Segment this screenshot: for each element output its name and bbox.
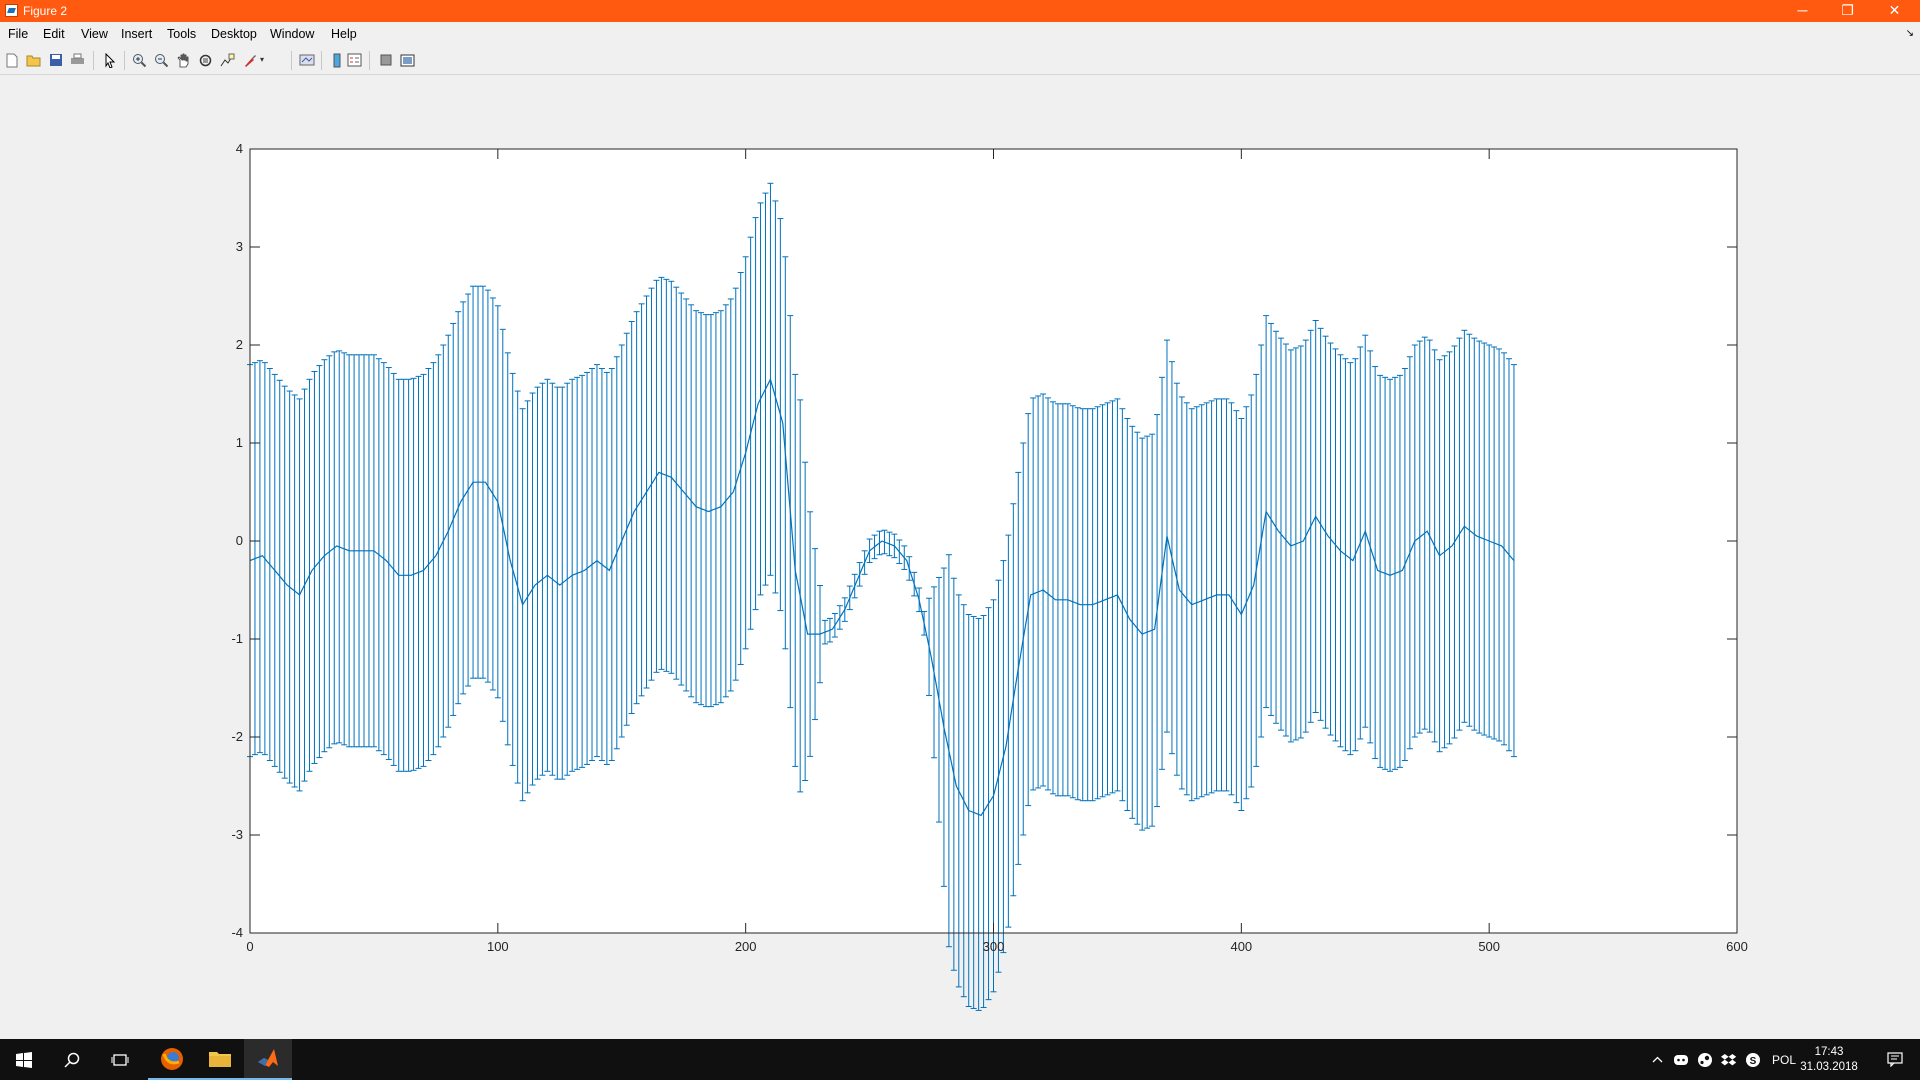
pan-icon[interactable]: [175, 52, 192, 68]
colorbar-icon[interactable]: [328, 52, 345, 68]
zoom-in-icon[interactable]: [131, 52, 148, 68]
y-tick-label: -1: [231, 631, 243, 646]
legend-icon[interactable]: [346, 52, 363, 68]
x-tick-label: 100: [487, 939, 509, 954]
close-button[interactable]: ✕: [1888, 2, 1901, 18]
y-tick-label: 0: [236, 533, 243, 548]
title-bar: Figure 2 ─ ❐ ✕: [0, 0, 1920, 22]
matlab-figure-icon: [5, 4, 18, 17]
hide-plot-tools-icon[interactable]: [377, 52, 394, 68]
y-tick-label: -4: [231, 925, 243, 940]
x-tick-label: 200: [735, 939, 757, 954]
rotate-3d-icon[interactable]: [197, 52, 214, 68]
x-tick-label: 500: [1478, 939, 1500, 954]
y-tick-label: 2: [236, 337, 243, 352]
dock-figure-icon[interactable]: ↘: [1905, 28, 1914, 39]
show-plot-tools-icon[interactable]: [399, 52, 416, 68]
matlab-icon[interactable]: [244, 1039, 292, 1080]
file-explorer-icon[interactable]: [196, 1039, 244, 1080]
brush-dropdown-icon[interactable]: ▾: [259, 55, 264, 64]
y-tick-label: 3: [236, 239, 243, 254]
link-plot-icon[interactable]: [298, 52, 315, 68]
menu-tools[interactable]: Tools: [167, 27, 197, 41]
dropbox-icon[interactable]: [1718, 1039, 1740, 1080]
new-figure-icon[interactable]: [3, 52, 20, 68]
x-tick-label: 400: [1230, 939, 1252, 954]
svg-text:S: S: [1750, 1056, 1757, 1067]
menu-view[interactable]: View: [81, 27, 108, 41]
windows-taskbar: S POL 17:43 31.03.2018: [0, 1039, 1920, 1080]
chevron-up-icon[interactable]: [1647, 1039, 1667, 1080]
errorbar-plot[interactable]: 0 100 200 300 400 500 600 -4 -3 -2 -1 0 1 2 3 4: [0, 75, 1920, 1039]
clock-date: 31.03.2018: [1800, 1061, 1858, 1073]
figure-toolbar: ▾: [0, 46, 1920, 75]
steam-icon[interactable]: [1694, 1039, 1716, 1080]
menu-desktop[interactable]: Desktop: [211, 27, 257, 41]
data-cursor-icon[interactable]: [219, 52, 236, 68]
figure-canvas: 0 100 200 300 400 500 600 -4 -3 -2 -1 0 1 2 3 4: [0, 75, 1920, 1039]
menu-file[interactable]: File: [8, 27, 29, 41]
x-tick-label: 600: [1726, 939, 1748, 954]
menu-window[interactable]: Window: [270, 27, 315, 41]
y-tick-label: 1: [236, 435, 243, 450]
firefox-icon[interactable]: [148, 1039, 196, 1080]
minimize-button[interactable]: ─: [1797, 2, 1808, 18]
windows-start-icon[interactable]: [0, 1039, 48, 1080]
discord-icon[interactable]: [1670, 1039, 1692, 1080]
menu-insert[interactable]: Insert: [121, 27, 153, 41]
brush-icon[interactable]: [241, 52, 258, 68]
language-indicator[interactable]: POL: [1771, 1052, 1796, 1067]
restore-button[interactable]: ❐: [1841, 2, 1854, 18]
menu-bar: File Edit View Insert Tools Desktop Wind…: [0, 22, 1920, 46]
system-clock[interactable]: 17:43 31.03.2018: [1794, 1045, 1864, 1075]
task-view-icon[interactable]: [96, 1039, 144, 1080]
y-tick-label: -3: [231, 827, 243, 842]
y-tick-label: -2: [231, 729, 243, 744]
clock-time: 17:43: [1814, 1046, 1844, 1058]
search-icon[interactable]: [48, 1039, 96, 1080]
menu-edit[interactable]: Edit: [43, 27, 65, 41]
edit-plot-icon[interactable]: [101, 52, 118, 68]
skype-icon[interactable]: S: [1742, 1039, 1764, 1080]
open-file-icon[interactable]: [25, 52, 42, 68]
x-tick-label: 0: [246, 939, 253, 954]
action-center-icon[interactable]: [1875, 1039, 1915, 1080]
print-icon[interactable]: [69, 52, 86, 68]
x-tick-label: 300: [983, 939, 1005, 954]
zoom-out-icon[interactable]: [153, 52, 170, 68]
window-title: Figure 2: [23, 4, 68, 18]
y-tick-label: 4: [236, 141, 243, 156]
menu-help[interactable]: Help: [331, 27, 357, 41]
save-icon[interactable]: [47, 52, 64, 68]
series-line: [249, 377, 1515, 817]
